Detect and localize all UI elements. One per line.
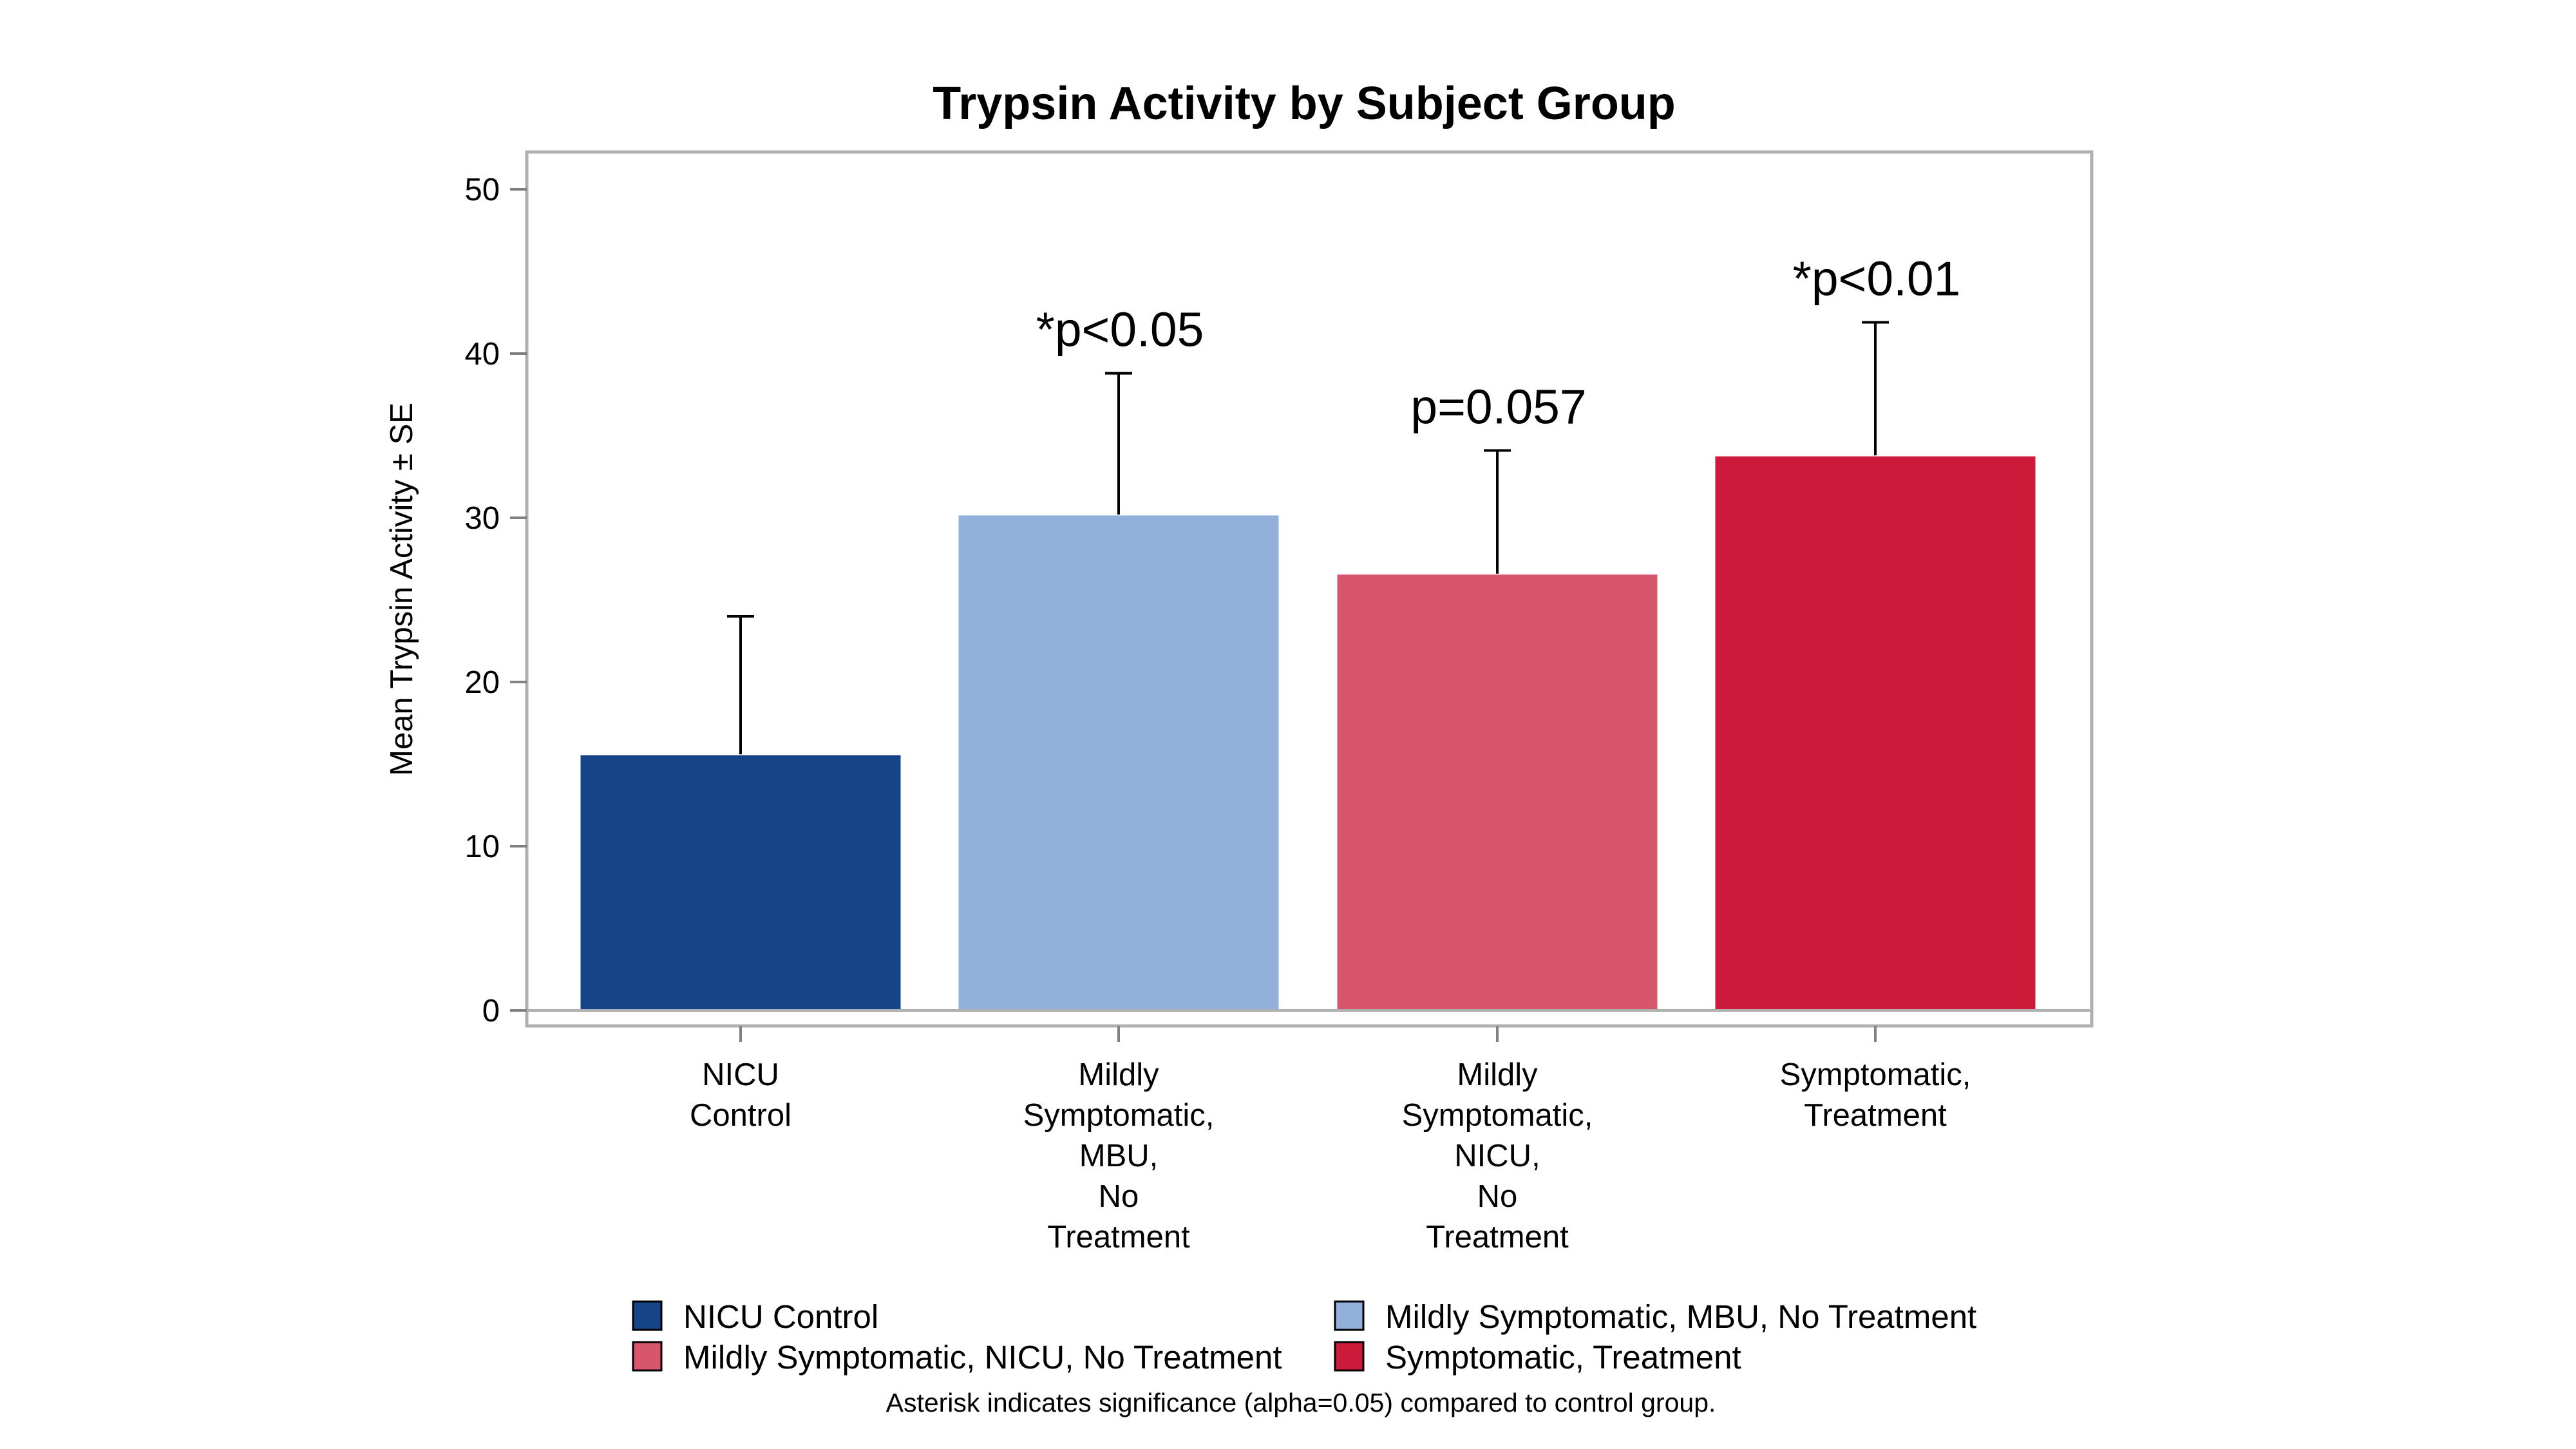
plot-frame: [525, 150, 2094, 1028]
x-category-label: Treatment: [1047, 1220, 1190, 1255]
legend-label: NICU Control: [683, 1298, 878, 1335]
y-axis: 0 10 20 30 40 50: [464, 173, 527, 1028]
y-tick-label: 20: [464, 665, 500, 700]
y-tick-label: 10: [464, 829, 500, 864]
bars-group: [527, 454, 2092, 1012]
x-category-label: Treatment: [1804, 1098, 1947, 1133]
x-category-label: No: [1477, 1179, 1518, 1214]
error-bars-group: [727, 321, 1889, 755]
y-tick-label: 40: [464, 337, 500, 372]
x-category-label: No: [1099, 1179, 1139, 1214]
y-tick-label: 50: [464, 173, 500, 207]
legend-swatch: [1334, 1341, 1365, 1372]
footnote: Asterisk indicates significance (alpha=0…: [886, 1388, 1716, 1417]
x-category-label: Mildly: [1457, 1057, 1538, 1092]
x-category-label: NICU,: [1454, 1139, 1540, 1173]
legend-label: Mildly Symptomatic, MBU, No Treatment: [1385, 1298, 1976, 1335]
legend-swatch: [1334, 1300, 1365, 1331]
annotations-group: *p<0.05 p=0.057 *p<0.01: [1036, 252, 1961, 434]
x-category-label: Treatment: [1426, 1220, 1569, 1255]
legend-swatch: [632, 1300, 663, 1331]
legend-swatch: [632, 1341, 663, 1372]
y-tick-label: 30: [464, 501, 500, 536]
x-category-label: Symptomatic,: [1780, 1057, 1971, 1092]
x-category-label: MBU,: [1079, 1139, 1159, 1173]
significance-annotation: p=0.057: [1410, 379, 1586, 433]
bar: [1713, 454, 2038, 1012]
x-category-label: Mildly: [1078, 1057, 1159, 1092]
y-tick-label: 0: [482, 994, 500, 1028]
legend-label: Mildly Symptomatic, NICU, No Treatment: [683, 1339, 1282, 1376]
x-category-label: Control: [690, 1098, 791, 1133]
significance-annotation: *p<0.05: [1036, 303, 1204, 357]
y-axis-title: Mean Trypsin Activity ± SE: [384, 402, 419, 776]
chart-title: Trypsin Activity by Subject Group: [933, 78, 1676, 129]
x-axis: NICU Control Mildly Symptomatic, MBU, No Treat…: [690, 1026, 1971, 1255]
legend: NICU Control Mildly Symptomatic, MBU, No …: [632, 1298, 1976, 1376]
legend-label: Symptomatic, Treatment: [1385, 1339, 1741, 1376]
x-category-label: Symptomatic,: [1402, 1098, 1593, 1133]
x-category-label: Symptomatic,: [1023, 1098, 1215, 1133]
x-category-label: NICU: [702, 1057, 779, 1092]
significance-annotation: *p<0.01: [1793, 252, 1961, 306]
bar: [956, 513, 1281, 1012]
bar: [578, 753, 903, 1012]
bar: [1335, 573, 1660, 1012]
